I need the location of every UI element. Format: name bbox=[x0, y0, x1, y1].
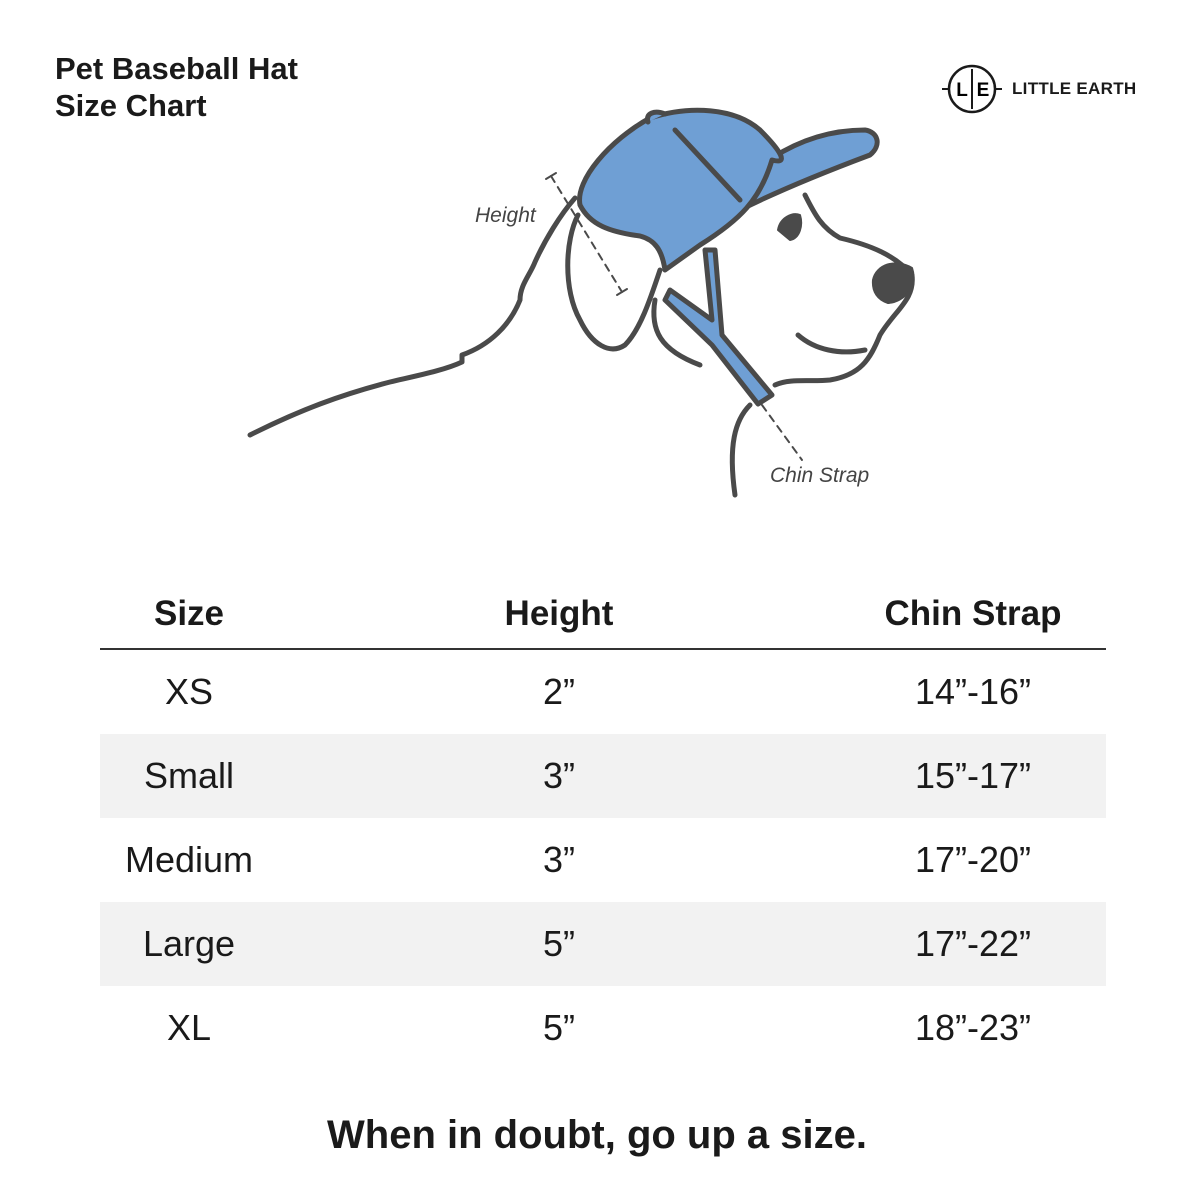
cell-size: XS bbox=[164, 671, 214, 712]
cell-chin-strap: 17”-20” bbox=[914, 839, 1032, 880]
cell-size: Large bbox=[100, 902, 278, 986]
cell-height: 2” bbox=[542, 671, 575, 712]
dog-eye bbox=[777, 213, 803, 241]
table-row: XL 5” 18”-23” bbox=[100, 986, 1106, 1070]
header-size: Size bbox=[100, 580, 278, 650]
logo-name: LITTLE EARTH bbox=[1012, 79, 1137, 98]
hat-brim bbox=[737, 127, 880, 213]
cell-height: 3” bbox=[542, 839, 575, 880]
dog-nose bbox=[871, 262, 915, 304]
hat-button bbox=[644, 109, 668, 125]
page-title: Pet Baseball Hat Size Chart bbox=[55, 50, 298, 124]
dog-neck-outline bbox=[651, 297, 703, 368]
cell-chin-strap: 14”-16” bbox=[914, 671, 1032, 712]
cell-size: Medium bbox=[124, 839, 254, 880]
cell-height: 3” bbox=[278, 734, 840, 818]
height-measure-line bbox=[550, 175, 623, 293]
title-line-1: Pet Baseball Hat bbox=[55, 51, 298, 86]
cell-height: 5” bbox=[542, 1007, 575, 1048]
size-table: Size Height Chin Strap XS 2” 14”-16” Sma… bbox=[100, 580, 1106, 1070]
logo-mark-icon: L E bbox=[942, 64, 1002, 114]
cell-height: 5” bbox=[278, 902, 840, 986]
hat-crown bbox=[577, 107, 784, 273]
hat-seam bbox=[672, 127, 743, 203]
cell-size: Small bbox=[100, 734, 278, 818]
height-label: Height bbox=[475, 204, 536, 227]
footer-advice: When in doubt, go up a size. bbox=[327, 1113, 867, 1157]
dog-face-outline bbox=[772, 192, 915, 388]
table-row: Medium 3” 17”-20” bbox=[100, 818, 1106, 902]
dog-hat-illustration bbox=[247, 107, 915, 498]
chin-strap bbox=[662, 247, 775, 407]
dog-mouth bbox=[795, 332, 868, 355]
table-row: XS 2” 14”-16” bbox=[100, 649, 1106, 734]
table-row: Small 3” 15”-17” bbox=[100, 734, 1106, 818]
title-line-2: Size Chart bbox=[55, 88, 207, 123]
dog-ear-outline bbox=[565, 212, 663, 352]
table-header-row: Size Height Chin Strap bbox=[100, 580, 1106, 650]
chin-strap-measure-line bbox=[761, 404, 803, 461]
brand-logo: L E LITTLE EARTH bbox=[942, 64, 1136, 114]
cell-chin-strap: 15”-17” bbox=[840, 734, 1106, 818]
svg-text:L: L bbox=[956, 80, 968, 101]
table-row: Large 5” 17”-22” bbox=[100, 902, 1106, 986]
dog-back-outline bbox=[247, 195, 578, 438]
cell-chin-strap: 18”-23” bbox=[914, 1007, 1032, 1048]
cell-size: XL bbox=[166, 1007, 212, 1048]
chin-strap-label: Chin Strap bbox=[770, 464, 870, 487]
cell-chin-strap: 17”-22” bbox=[840, 902, 1106, 986]
header-height: Height bbox=[278, 580, 840, 650]
dog-throat-outline bbox=[729, 402, 753, 498]
header-chin-strap: Chin Strap bbox=[840, 580, 1106, 650]
svg-text:E: E bbox=[977, 80, 990, 101]
